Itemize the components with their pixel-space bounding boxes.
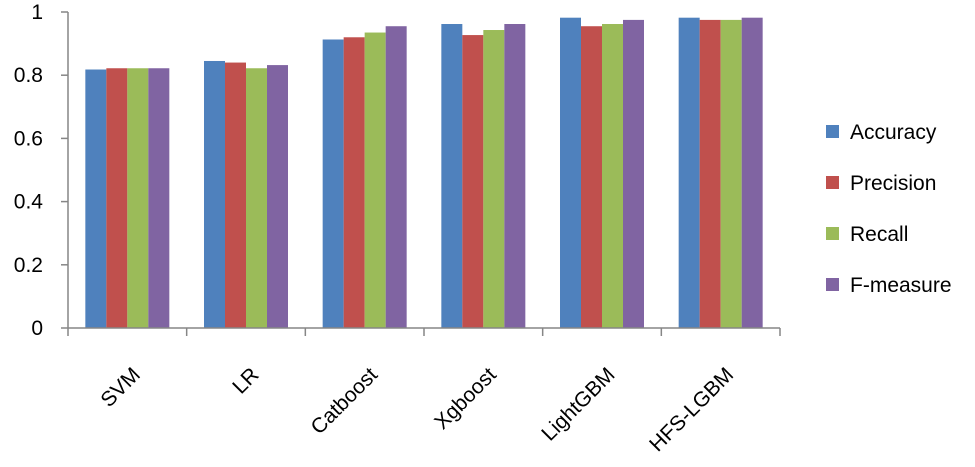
bar-recall-lightgbm [602, 24, 623, 329]
legend: Accuracy Precision Recall F-measure [826, 121, 952, 297]
bar-precision-lightgbm [581, 26, 602, 328]
bar-f-measure-xgboost [504, 24, 526, 329]
x-tick-label: Catboost [306, 363, 382, 439]
bar-accuracy-xgboost [441, 24, 463, 329]
bar-recall-lr [246, 68, 267, 329]
bar-f-measure-catboost [385, 26, 407, 328]
y-axis: 0 0.2 0.4 0.6 0.8 1 [14, 1, 69, 340]
bar-precision-svm [106, 68, 128, 329]
y-tick-label: 0 [31, 317, 43, 340]
bar-accuracy-catboost [322, 39, 344, 328]
bar-precision-catboost [343, 37, 365, 328]
y-tick-label: 0.2 [14, 254, 43, 277]
legend-label-accuracy: Accuracy [850, 121, 937, 144]
bar-accuracy-hfs-lgbm [678, 17, 700, 329]
bar-recall-xgboost [483, 30, 505, 329]
legend-label-recall: Recall [850, 223, 908, 246]
bar-f-measure-lr [267, 65, 288, 328]
y-tick-label: 0.4 [14, 191, 44, 214]
bar-accuracy-svm [85, 69, 107, 329]
x-tick-label: SVM [96, 363, 144, 411]
bar-recall-svm [127, 68, 149, 329]
bar-f-measure-hfs-lgbm [741, 17, 763, 329]
legend-label-precision: Precision [850, 172, 936, 195]
plot-area [85, 17, 763, 329]
bar-recall-catboost [364, 32, 386, 328]
legend-label-f-measure: F-measure [850, 274, 952, 297]
x-axis: SVM LR Catboost Xgboost LightGBM HFS-LGBM [67, 327, 781, 456]
bar-precision-lr [225, 62, 246, 329]
bar-precision-hfs-lgbm [699, 19, 721, 329]
legend-swatch-accuracy [826, 125, 839, 138]
bar-accuracy-lr [204, 60, 225, 328]
x-tick-label: Xgboost [430, 363, 501, 434]
bar-recall-hfs-lgbm [720, 19, 742, 329]
x-tick-label: HFS-LGBM [645, 363, 738, 456]
y-tick-label: 0.6 [14, 127, 43, 150]
y-tick-label: 0.8 [14, 64, 43, 87]
legend-swatch-f-measure [826, 278, 839, 291]
x-tick-label: LightGBM [537, 363, 619, 445]
legend-swatch-precision [826, 176, 839, 189]
legend-swatch-recall [826, 227, 839, 240]
bar-f-measure-svm [148, 68, 170, 329]
bar-f-measure-lightgbm [623, 19, 644, 329]
bar-precision-xgboost [462, 35, 484, 329]
x-tick-label: LR [228, 363, 263, 398]
bar-accuracy-lightgbm [560, 17, 581, 329]
y-tick-label: 1 [31, 1, 43, 24]
